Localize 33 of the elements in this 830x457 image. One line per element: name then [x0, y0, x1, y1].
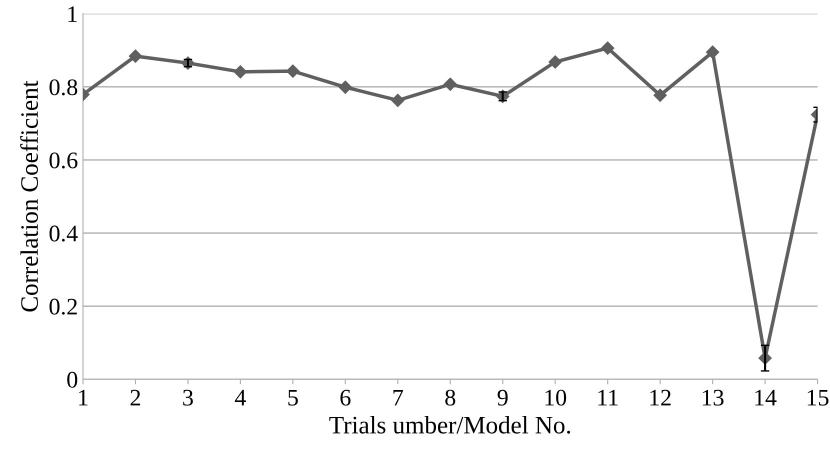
y-tick-label: 0.2 — [50, 298, 77, 315]
point — [338, 80, 352, 94]
x-tick-label: 12 — [650, 390, 671, 406]
y-tick-label: 0.8 — [50, 79, 78, 96]
point — [706, 46, 720, 59]
x-tick-label: 2 — [130, 390, 140, 406]
x-tick-label: 11 — [598, 390, 618, 406]
y-tick-label: 0.4 — [50, 226, 78, 242]
x-tick-label: 3 — [183, 390, 193, 406]
point — [286, 64, 300, 78]
y-tick-label: 0 — [67, 372, 78, 388]
x-tick-label: 6 — [340, 390, 351, 406]
x-tick-label: 10 — [545, 390, 566, 406]
x-tick-label: 1 — [79, 390, 88, 406]
x-tick-label: 14 — [755, 390, 777, 406]
y-tick-label: 0.6 — [50, 152, 78, 168]
x-axis-title: Trials umber/Model No. — [329, 416, 570, 434]
x-tick-label: 8 — [445, 390, 456, 406]
x-tick-label: 4 — [234, 390, 246, 406]
x-tick-label: 5 — [288, 390, 298, 406]
point — [234, 65, 247, 78]
point — [548, 55, 562, 69]
y-axis-title: Correlation Coefficient — [20, 80, 38, 312]
x-tick-label: 15 — [808, 390, 828, 406]
point — [444, 78, 457, 91]
point — [654, 88, 667, 102]
point — [391, 94, 404, 107]
point — [128, 50, 142, 63]
x-tick-label: 7 — [393, 390, 404, 406]
y-tick-label: 1 — [68, 6, 77, 22]
x-tick-label: 9 — [498, 390, 508, 406]
point — [601, 41, 614, 55]
x-tick-label: 13 — [702, 390, 724, 406]
